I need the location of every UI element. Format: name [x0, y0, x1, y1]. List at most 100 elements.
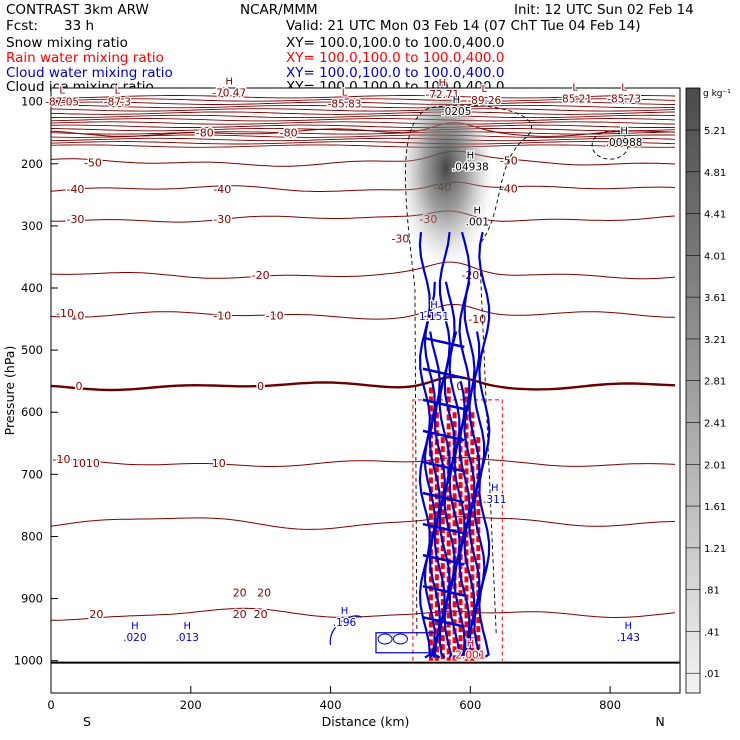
- extremum-value: .311: [483, 494, 506, 506]
- extremum-value: -72.71: [425, 89, 459, 101]
- cloud-water-contour: [428, 331, 441, 659]
- cloud-water-contour: [422, 522, 465, 535]
- extremum-value: -87.05: [45, 97, 79, 109]
- cloud-water-contour: [422, 429, 465, 442]
- colorbar-label: 2.81: [704, 377, 726, 388]
- isotherm-label: 20: [257, 586, 271, 599]
- extremum-marker: L: [115, 86, 121, 97]
- isotherm-label: 0: [456, 380, 463, 393]
- isotherm-label: -50: [84, 157, 102, 170]
- isotherm-label: 20: [254, 608, 268, 621]
- isotherm-label: -40: [66, 183, 84, 196]
- extremum-value: -89.26: [467, 95, 501, 107]
- y-tick-label: 600: [21, 405, 43, 419]
- isotherm-line-minus40: [51, 181, 676, 192]
- y-tick-label: 100: [21, 95, 43, 109]
- field-name-cloud-water: Cloud water mixing ratio: [6, 65, 173, 81]
- x-axis-end-label: N: [655, 714, 664, 729]
- extremum-value: 2.001: [455, 649, 485, 661]
- field-xy-cloud-water: XY= 100.0,100.0 to 100.0,400.0: [286, 65, 505, 81]
- colorbar-label: 4.01: [704, 251, 726, 262]
- cloud-water-contour: [422, 367, 465, 380]
- colorbar-label: 2.01: [704, 460, 726, 471]
- extremum-marker: L: [59, 86, 65, 97]
- colorbar-label: 4.41: [704, 210, 726, 221]
- cloud-water-contour: [423, 281, 437, 659]
- upper-isotherm-line: [51, 101, 676, 105]
- x-tick-label: 0: [47, 698, 54, 712]
- cloud-water-contour: [478, 231, 491, 659]
- isotherm-line-minus30: [51, 210, 676, 223]
- cloud-water-contour: [377, 633, 393, 645]
- colorbar-label: .81: [704, 586, 720, 597]
- extremum-value: -85.73: [607, 94, 641, 106]
- plot-background: [51, 88, 680, 693]
- institution-title: NCAR/MMM: [240, 2, 318, 18]
- upper-isotherm-line: [51, 95, 676, 99]
- extremum-value: 1.151: [419, 311, 449, 323]
- upper-isotherm-line: [51, 118, 676, 122]
- extremum-value: -70.47: [212, 87, 246, 99]
- y-tick-label: 400: [21, 281, 43, 295]
- isotherm-label: 10: [72, 457, 86, 470]
- upper-isotherm-line: [51, 137, 676, 142]
- upper-isotherm-line: [51, 141, 676, 145]
- forecast-label: Fcst:: [6, 18, 39, 34]
- x-tick-label: 800: [599, 698, 621, 712]
- colorbar-unit: g kg⁻¹: [703, 89, 731, 99]
- colorbar-label: 1.21: [704, 544, 726, 555]
- extremum-value: .001: [466, 217, 489, 229]
- extremum-marker: H: [467, 638, 475, 649]
- isotherm-label: -10: [52, 453, 70, 466]
- extremum-marker: H: [491, 483, 499, 494]
- model-title: CONTRAST 3km ARW: [6, 2, 149, 18]
- extremum-marker: H: [467, 150, 475, 161]
- cloud-water-contour: [422, 584, 465, 597]
- cloud-water-contour: [392, 633, 408, 645]
- y-tick-label: 300: [21, 219, 43, 233]
- extremum-marker: H: [131, 621, 139, 632]
- upper-isotherm-line: [51, 134, 676, 138]
- colorbar-label: .41: [704, 627, 720, 638]
- isotherm-label: 20: [233, 608, 247, 621]
- isotherm-label: -40: [213, 183, 231, 196]
- cloud-water-contour: [473, 381, 486, 658]
- isotherm-label: -20: [252, 269, 270, 282]
- cloud-water-contour: [422, 398, 465, 411]
- isotherm-label: -10: [66, 309, 84, 322]
- upper-isotherm-line: [51, 144, 676, 148]
- isotherm-line-10: [51, 456, 676, 467]
- extremum-marker: H: [439, 78, 447, 89]
- snow-mixing-ratio-plume: [397, 97, 494, 299]
- x-axis-start-label: S: [83, 714, 91, 729]
- upper-isotherm-line: [51, 124, 676, 128]
- valid-time: Valid: 21 UTC Mon 03 Feb 14 (07 ChT Tue …: [286, 18, 641, 34]
- isotherm-label: 10: [86, 457, 100, 470]
- isotherm-label: -40: [500, 183, 518, 196]
- extremum-value: .00988: [606, 137, 643, 149]
- extremum-marker: H: [453, 95, 461, 106]
- extremum-marker: H: [474, 206, 482, 217]
- extremum-value: -85.83: [328, 99, 362, 111]
- upper-isotherm-line: [51, 121, 676, 125]
- extremum-value: .013: [176, 632, 199, 644]
- x-tick-label: 400: [320, 698, 342, 712]
- upper-isotherm-line: [51, 114, 676, 119]
- field-name-snow: Snow mixing ratio: [6, 35, 128, 51]
- colorbar-label: 2.41: [704, 419, 726, 430]
- extremum-value: .196: [333, 617, 357, 629]
- cloud-ice-contour: [405, 104, 532, 636]
- isotherm-label: 0: [75, 380, 82, 393]
- isotherm-label: 20: [89, 608, 103, 621]
- colorbar-label: 5.21: [704, 126, 726, 137]
- isotherm-label: -30: [213, 213, 231, 226]
- extremum-marker: L: [572, 83, 578, 94]
- isotherm-line-minus50: [51, 150, 676, 167]
- extremum-value: -85.21: [558, 94, 592, 106]
- y-tick-label: 200: [21, 157, 43, 171]
- cloud-water-contour: [375, 632, 435, 654]
- cloud-water-contour: [422, 336, 465, 349]
- isotherm-line-minus20: [51, 261, 676, 280]
- colorbar-label: 1.61: [704, 502, 726, 513]
